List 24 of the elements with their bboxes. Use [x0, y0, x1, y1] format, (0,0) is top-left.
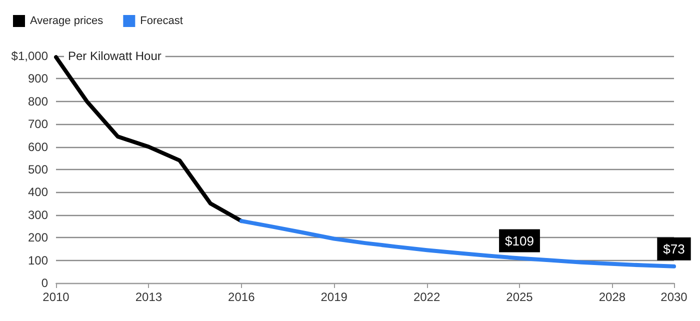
y-tick-label: 300 — [28, 208, 48, 222]
legend-label: Average prices — [30, 15, 104, 27]
x-tick-label: 2030 — [660, 290, 688, 304]
y-tick-label: 0 — [41, 276, 48, 290]
y-tick-label: 600 — [28, 140, 48, 154]
y-tick-label: 400 — [28, 185, 48, 200]
y-tick-label: 700 — [28, 117, 48, 132]
y-axis-title: Per Kilowatt Hour — [68, 49, 162, 63]
x-tick-label: 2025 — [506, 290, 534, 304]
x-tick-label: 2028 — [598, 290, 626, 304]
y-tick-label: $1,000 — [11, 49, 48, 63]
y-tick-label: 500 — [28, 162, 48, 176]
y-tick-label: 800 — [28, 94, 48, 108]
x-tick-label: 2010 — [42, 290, 70, 304]
legend-label: Forecast — [140, 15, 183, 27]
x-tick-label: 2019 — [320, 290, 348, 304]
y-tick-label: 100 — [28, 253, 48, 268]
y-tick-label: 200 — [28, 230, 48, 245]
x-tick-label: 2016 — [228, 290, 256, 304]
annotation: $73 — [663, 241, 685, 256]
annotation: $109 — [505, 233, 534, 248]
x-tick-label: 2013 — [135, 290, 162, 304]
x-tick-label: 2022 — [413, 290, 440, 304]
y-tick-label: 900 — [28, 72, 48, 86]
